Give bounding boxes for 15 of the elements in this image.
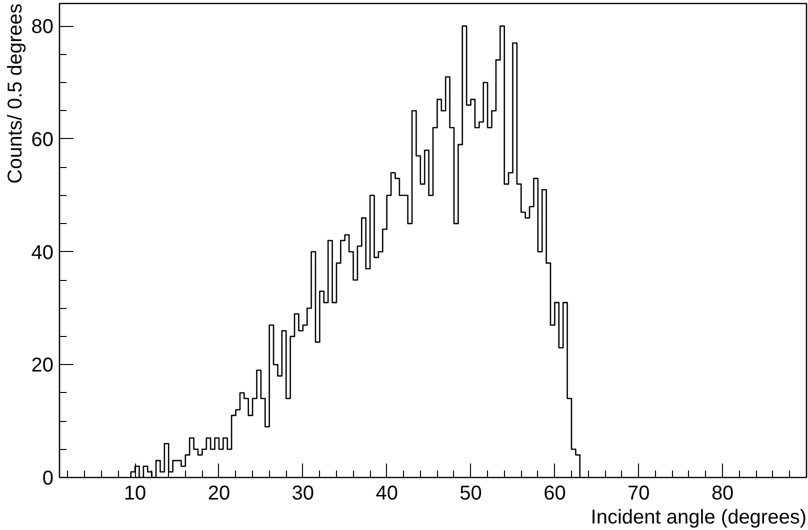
y-axis-title: Counts/ 0.5 degrees [4, 3, 26, 184]
y-tick-label: 60 [31, 128, 54, 151]
x-axis-title: Incident angle (degrees) [590, 506, 807, 528]
x-tick-label: 60 [544, 482, 566, 504]
x-tick-label: 70 [628, 482, 650, 504]
x-tick-label: 10 [124, 482, 146, 504]
y-tick-label: 40 [31, 242, 54, 264]
x-tick-label: 40 [376, 482, 398, 504]
y-tick-label: 20 [31, 354, 54, 377]
x-tick-label: 80 [711, 482, 734, 504]
y-tick-label: 80 [31, 16, 54, 38]
x-tick-label: 50 [460, 482, 482, 504]
x-tick-label: 20 [208, 482, 230, 504]
x-tick-label: 30 [292, 482, 314, 504]
y-tick-label: 0 [42, 468, 54, 490]
